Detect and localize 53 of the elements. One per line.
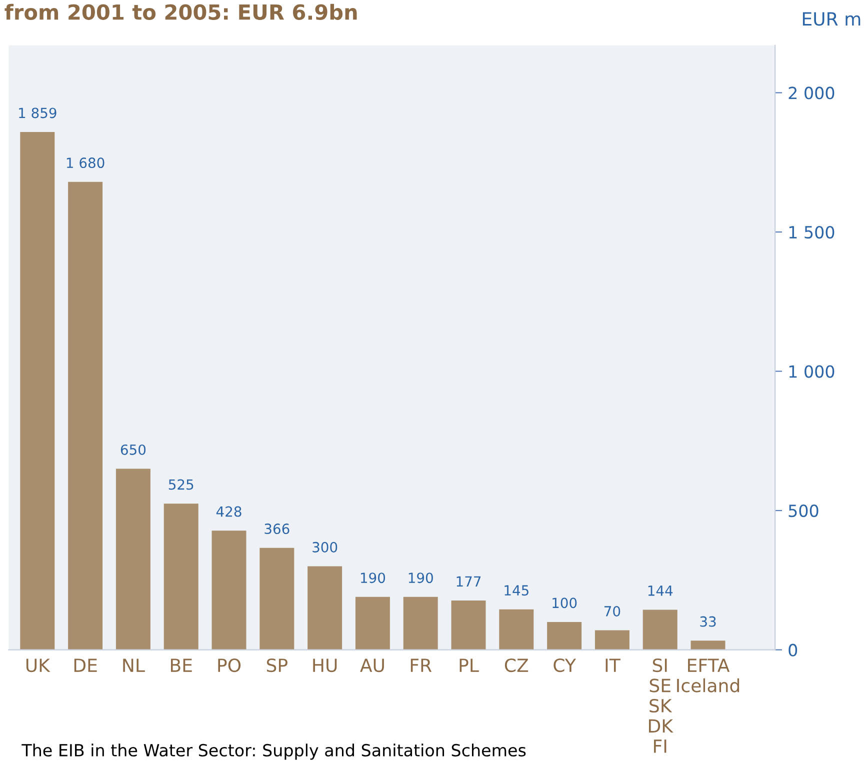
bar	[451, 600, 486, 650]
data-label: 428	[216, 506, 242, 517]
data-label: 525	[168, 479, 194, 490]
data-label: 650	[120, 444, 146, 455]
text: The EIB in the Water Sector: Supply and Sanitation Schemes	[22, 744, 526, 760]
x-tick-label: DE	[74, 658, 97, 672]
y-tick-label: 1 000	[789, 365, 834, 378]
x-tick-label: HU	[313, 658, 337, 672]
bar	[547, 622, 582, 650]
y-tick-label: 500	[788, 504, 818, 518]
y-tick-label: 2 000	[788, 86, 834, 100]
x-tick-label: FR	[410, 658, 432, 672]
x-tick-label: AU	[360, 658, 384, 672]
bar	[116, 468, 150, 650]
x-tick-label: EFTA Iceland	[677, 658, 740, 692]
x-tick-label: CY	[554, 658, 576, 672]
data-label: 177	[456, 576, 481, 587]
bar	[642, 610, 678, 650]
data-label: 1 859	[19, 108, 56, 118]
x-tick-label: BE	[170, 658, 192, 672]
y-axis-title: EUR m	[802, 12, 860, 26]
bar	[499, 609, 534, 650]
bar	[403, 596, 438, 650]
data-label: 100	[552, 598, 577, 608]
y-tick-label: 0	[788, 644, 798, 656]
x-tick-label: NL	[123, 658, 145, 672]
data-label: 190	[408, 572, 433, 584]
x-tick-label: CZ	[504, 658, 528, 672]
bar	[308, 566, 342, 650]
x-tick-label: SI SE SK DK FI	[649, 658, 674, 753]
x-tick-label: UK	[26, 658, 50, 672]
data-label: 1 680	[66, 158, 104, 168]
x-tick-label: PO	[218, 658, 241, 672]
bar	[355, 596, 390, 650]
x-tick-label: IT	[606, 658, 620, 672]
bar	[690, 640, 726, 650]
data-label: 300	[312, 542, 338, 552]
bar	[212, 530, 246, 650]
bar	[164, 504, 198, 650]
bar	[594, 630, 630, 650]
bar	[20, 132, 55, 650]
data-label: 145	[504, 585, 528, 596]
y-tick-label: 1 500	[789, 226, 834, 239]
data-label: 33	[700, 616, 716, 627]
data-label: 190	[360, 572, 386, 584]
data-label: 144	[648, 586, 673, 596]
x-tick-label: PL	[460, 658, 479, 672]
bar	[260, 548, 294, 650]
bar	[68, 182, 103, 650]
data-label: 70	[604, 606, 620, 617]
chart-title: from 2001 to 2005: EUR 6.9bn	[4, 4, 357, 20]
data-label: 366	[264, 524, 290, 534]
x-tick-label: SP	[266, 658, 288, 672]
